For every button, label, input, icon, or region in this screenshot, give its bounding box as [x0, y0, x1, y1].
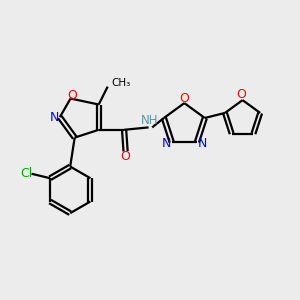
- Text: NH: NH: [140, 114, 158, 127]
- Text: O: O: [179, 92, 189, 104]
- Text: CH₃: CH₃: [111, 78, 130, 88]
- Text: O: O: [236, 88, 246, 101]
- Text: O: O: [121, 150, 130, 163]
- Text: N: N: [198, 137, 207, 150]
- Text: N: N: [50, 111, 59, 124]
- Text: Cl: Cl: [20, 167, 32, 180]
- Text: N: N: [162, 137, 171, 150]
- Text: O: O: [67, 89, 77, 102]
